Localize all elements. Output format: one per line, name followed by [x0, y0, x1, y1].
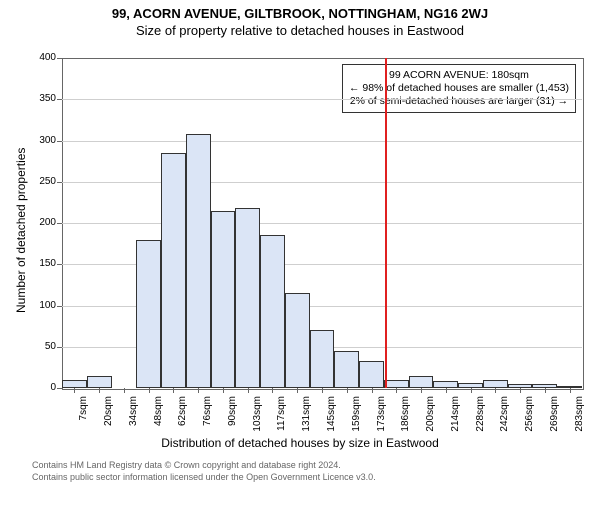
xtick-label: 269sqm [549, 396, 560, 436]
xtick-mark [570, 388, 571, 393]
xtick-label: 228sqm [475, 396, 486, 436]
footer-line1: Contains HM Land Registry data © Crown c… [32, 460, 376, 472]
histogram-bar [557, 386, 582, 388]
x-axis-label: Distribution of detached houses by size … [0, 436, 600, 450]
xtick-label: 283sqm [574, 396, 585, 436]
y-axis-label: Number of detached properties [14, 148, 28, 313]
ytick-mark [57, 99, 62, 100]
ytick-label: 400 [28, 52, 56, 63]
xtick-mark [173, 388, 174, 393]
xtick-mark [421, 388, 422, 393]
histogram-bar [458, 383, 483, 388]
ytick-label: 250 [28, 176, 56, 187]
xtick-label: 48sqm [153, 396, 164, 436]
histogram-bar [409, 376, 434, 388]
xtick-mark [149, 388, 150, 393]
xtick-mark [446, 388, 447, 393]
annotation-line1: 99 ACORN AVENUE: 180sqm [349, 69, 569, 82]
xtick-label: 103sqm [252, 396, 263, 436]
histogram-bar [532, 384, 557, 388]
gridline [62, 141, 582, 142]
histogram-bar [508, 384, 533, 388]
ytick-mark [57, 223, 62, 224]
xtick-mark [297, 388, 298, 393]
xtick-mark [520, 388, 521, 393]
xtick-label: 7sqm [78, 396, 89, 436]
xtick-label: 256sqm [524, 396, 535, 436]
xtick-mark [495, 388, 496, 393]
histogram-bar [186, 134, 211, 388]
xtick-mark [545, 388, 546, 393]
chart-subtitle: Size of property relative to detached ho… [0, 23, 600, 38]
xtick-mark [99, 388, 100, 393]
histogram-bar [334, 351, 359, 388]
xtick-mark [322, 388, 323, 393]
xtick-label: 20sqm [103, 396, 114, 436]
ytick-label: 200 [28, 217, 56, 228]
ytick-mark [57, 388, 62, 389]
histogram-bar [285, 293, 310, 388]
histogram-bar [62, 380, 87, 388]
ytick-label: 350 [28, 93, 56, 104]
xtick-mark [124, 388, 125, 393]
ytick-label: 100 [28, 300, 56, 311]
histogram-bar [87, 376, 112, 388]
gridline [62, 223, 582, 224]
annotation-line3: 2% of semi-detached houses are larger (3… [349, 95, 569, 108]
xtick-label: 186sqm [400, 396, 411, 436]
xtick-label: 90sqm [227, 396, 238, 436]
xtick-mark [198, 388, 199, 393]
xtick-mark [74, 388, 75, 393]
ytick-mark [57, 182, 62, 183]
xtick-label: 76sqm [202, 396, 213, 436]
ytick-label: 150 [28, 258, 56, 269]
histogram-bar [211, 211, 236, 388]
footer-line2: Contains public sector information licen… [32, 472, 376, 484]
xtick-label: 117sqm [276, 396, 287, 436]
annotation-box: 99 ACORN AVENUE: 180sqm ← 98% of detache… [342, 64, 576, 113]
xtick-label: 173sqm [376, 396, 387, 436]
histogram-bar [136, 240, 161, 389]
xtick-label: 200sqm [425, 396, 436, 436]
xtick-mark [372, 388, 373, 393]
xtick-mark [248, 388, 249, 393]
footer-attribution: Contains HM Land Registry data © Crown c… [32, 460, 376, 483]
ytick-label: 0 [28, 382, 56, 393]
ytick-mark [57, 141, 62, 142]
xtick-label: 131sqm [301, 396, 312, 436]
histogram-bar [260, 235, 285, 388]
histogram-bar [483, 380, 508, 388]
histogram-bar [161, 153, 186, 388]
histogram-bar [359, 361, 384, 388]
histogram-bar [235, 208, 260, 388]
xtick-mark [223, 388, 224, 393]
ytick-label: 50 [28, 341, 56, 352]
xtick-mark [396, 388, 397, 393]
ytick-mark [57, 347, 62, 348]
xtick-label: 62sqm [177, 396, 188, 436]
xtick-mark [347, 388, 348, 393]
ytick-mark [57, 306, 62, 307]
histogram-bar [433, 381, 458, 388]
ytick-label: 300 [28, 135, 56, 146]
gridline [62, 182, 582, 183]
reference-line [385, 58, 387, 388]
xtick-label: 214sqm [450, 396, 461, 436]
xtick-label: 34sqm [128, 396, 139, 436]
ytick-mark [57, 264, 62, 265]
gridline [62, 99, 582, 100]
chart-container: 99, ACORN AVENUE, GILTBROOK, NOTTINGHAM,… [0, 6, 600, 506]
histogram-bar [384, 380, 409, 388]
histogram-bar [310, 330, 335, 388]
chart-title-address: 99, ACORN AVENUE, GILTBROOK, NOTTINGHAM,… [0, 6, 600, 21]
xtick-label: 145sqm [326, 396, 337, 436]
xtick-mark [471, 388, 472, 393]
annotation-line2: ← 98% of detached houses are smaller (1,… [349, 82, 569, 95]
xtick-label: 159sqm [351, 396, 362, 436]
xtick-mark [272, 388, 273, 393]
xtick-label: 242sqm [499, 396, 510, 436]
ytick-mark [57, 58, 62, 59]
